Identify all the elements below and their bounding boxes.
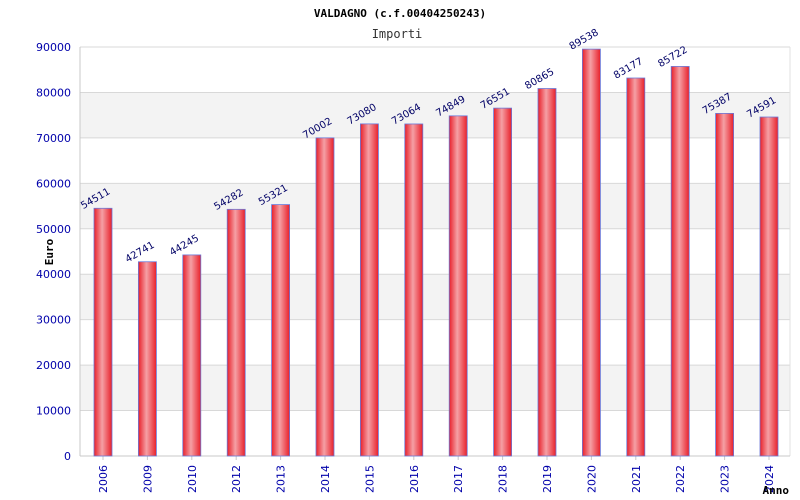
- y-tick-labels: 0 10000 20000 30000 40000 50000 60000 70000 8000…: [36, 41, 71, 463]
- y-axis-label: Euro: [43, 238, 56, 265]
- bar: [137, 261, 157, 457]
- x-tick-label: 2020: [585, 465, 598, 493]
- x-tick-label: 2013: [275, 465, 288, 493]
- y-tick-label: 30000: [36, 314, 71, 327]
- y-tick-label: 60000: [36, 177, 71, 190]
- x-tick-label: 2014: [319, 465, 332, 493]
- bar: [537, 88, 557, 457]
- y-tick-label: 70000: [36, 132, 71, 145]
- y-tick-label: 40000: [36, 268, 71, 281]
- x-tick-label: 2009: [141, 465, 154, 493]
- x-tick-label: 2017: [452, 465, 465, 493]
- bar: [670, 66, 690, 457]
- bar: [271, 204, 291, 457]
- bar: [493, 107, 513, 457]
- bar: [359, 123, 379, 457]
- bar: [226, 208, 246, 457]
- x-axis-label: Anno: [763, 484, 790, 497]
- y-tick-label: 20000: [36, 359, 71, 372]
- x-tick-label: 2024: [763, 465, 776, 493]
- x-tick-label: 2019: [541, 465, 554, 493]
- x-tick-label: 2023: [719, 465, 732, 493]
- bar: [715, 113, 734, 457]
- x-tick-label: 2021: [630, 465, 643, 493]
- bar: [626, 77, 646, 457]
- x-tick-label: 2016: [408, 465, 421, 493]
- bar: [404, 123, 424, 457]
- y-tick-label: 0: [64, 450, 71, 463]
- x-tick-label: 2012: [230, 465, 243, 493]
- x-tick-label: 2022: [674, 465, 687, 493]
- bar: [582, 48, 601, 457]
- bar: [93, 207, 113, 457]
- chart-title: VALDAGNO (c.f.00404250243): [314, 7, 486, 20]
- x-tick-label: 2006: [97, 465, 110, 493]
- x-tick-label: 2015: [363, 465, 376, 493]
- x-tick-label: 2010: [186, 465, 199, 493]
- bar: [182, 254, 202, 457]
- bars: [93, 48, 779, 457]
- bar: [315, 137, 335, 457]
- bar: [759, 116, 779, 457]
- y-tick-label: 50000: [36, 223, 71, 236]
- x-tick-label: 2018: [497, 465, 510, 493]
- x-tick-labels: 2006 2009 2010 2012 2013 2014 2015 2016 2017 2018…: [97, 465, 776, 493]
- bar: [448, 115, 468, 457]
- y-tick-label: 90000: [36, 41, 71, 54]
- chart-subtitle: Importi: [372, 27, 423, 41]
- y-tick-label: 80000: [36, 86, 71, 99]
- y-tick-label: 10000: [36, 405, 71, 418]
